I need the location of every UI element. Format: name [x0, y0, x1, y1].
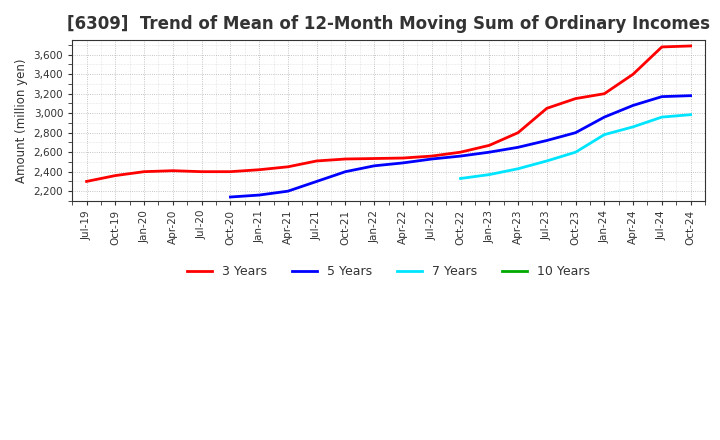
Y-axis label: Amount (million yen): Amount (million yen) — [15, 58, 28, 183]
Title: [6309]  Trend of Mean of 12-Month Moving Sum of Ordinary Incomes: [6309] Trend of Mean of 12-Month Moving … — [67, 15, 710, 33]
Legend: 3 Years, 5 Years, 7 Years, 10 Years: 3 Years, 5 Years, 7 Years, 10 Years — [182, 260, 595, 283]
